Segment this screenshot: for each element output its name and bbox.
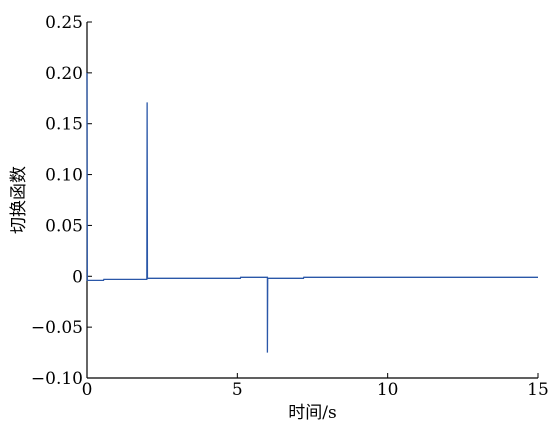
series-line bbox=[86, 72, 538, 353]
series-group bbox=[86, 72, 538, 353]
y-tick-label: −0.10 bbox=[31, 369, 83, 389]
x-axis-ticks: 0 5 10 15 bbox=[82, 373, 549, 400]
x-tick-label: 15 bbox=[527, 380, 549, 400]
y-tick-label: 0 bbox=[72, 267, 83, 287]
y-axis-ticks: −0.10 −0.05 0 0.05 0.10 0.15 0.20 0.25 bbox=[31, 13, 92, 389]
y-tick-label: 0.25 bbox=[45, 13, 83, 33]
y-tick-label: −0.05 bbox=[31, 318, 83, 338]
x-tick-label: 5 bbox=[232, 380, 243, 400]
y-axis-title: 切换函数 bbox=[9, 166, 29, 234]
y-tick-label: 0.20 bbox=[45, 64, 83, 84]
y-tick-label: 0.05 bbox=[45, 216, 83, 236]
x-tick-label: 10 bbox=[377, 380, 399, 400]
y-tick-label: 0.15 bbox=[45, 115, 83, 135]
x-tick-label: 0 bbox=[82, 380, 93, 400]
x-axis-title: 时间/s bbox=[288, 403, 336, 423]
y-tick-label: 0.10 bbox=[45, 166, 83, 186]
